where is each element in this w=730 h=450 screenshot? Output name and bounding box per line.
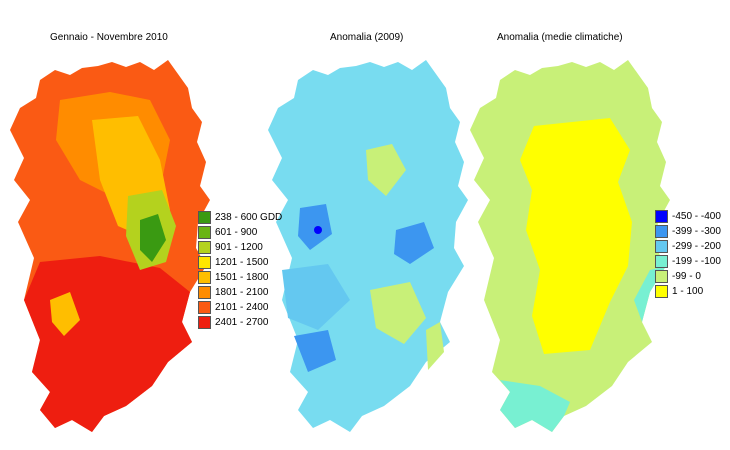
legend-gdd-label: 1501 - 1800 (215, 272, 269, 283)
legend-gdd-swatch (198, 211, 211, 224)
zone-anom2009-mid (282, 264, 350, 330)
legend-anomaly-item: 1 - 100 (655, 284, 721, 299)
legend-anomaly: -450 - -400 -399 - -300 -299 - -200 -199 - … (655, 209, 721, 299)
zone-anom2009-dark-1 (298, 204, 332, 250)
zone-anom2009-light-2 (370, 282, 426, 344)
legend-gdd-label: 238 - 600 GDD (215, 212, 283, 223)
legend-gdd-label: 2101 - 2400 (215, 302, 269, 313)
legend-anomaly-swatch (655, 270, 668, 283)
legend-gdd-item: 901 - 1200 (198, 240, 282, 255)
legend-gdd-swatch (198, 271, 211, 284)
map-title-anomaly-2009: Anomalia (2009) (330, 32, 404, 43)
island-anom2009-base (268, 60, 468, 432)
legend-gdd-item: 1501 - 1800 (198, 270, 282, 285)
legend-gdd-label: 1801 - 2100 (215, 287, 269, 298)
zone-gdd-peak (140, 214, 166, 262)
map-anomaly-climatic (470, 60, 670, 432)
legend-gdd-item: 2101 - 2400 (198, 300, 282, 315)
zone-anom2009-min (314, 226, 322, 234)
legend-anomaly-label: -399 - -300 (672, 226, 721, 237)
legend-gdd-label: 901 - 1200 (215, 242, 263, 253)
legend-anomaly-item: -399 - -300 (655, 224, 721, 239)
zone-anom2009-dark-2 (394, 222, 434, 264)
legend-gdd-label: 601 - 900 (215, 227, 258, 238)
zone-anom2009-dark-3 (294, 330, 336, 372)
legend-anomaly-label: -299 - -200 (672, 241, 721, 252)
map-gdd-2010 (10, 60, 210, 432)
sardinia-maps (10, 60, 670, 432)
legend-anomaly-swatch (655, 210, 668, 223)
legend-gdd-label: 1201 - 1500 (215, 257, 269, 268)
legend-anomaly-swatch (655, 240, 668, 253)
zone-anomclim-edge-south (500, 380, 570, 432)
map-title-gdd-2010: Gennaio - Novembre 2010 (50, 32, 168, 43)
legend-anomaly-item: -199 - -100 (655, 254, 721, 269)
legend-gdd-swatch (198, 316, 211, 329)
zone-gdd-south (24, 256, 192, 432)
legend-anomaly-label: -199 - -100 (672, 256, 721, 267)
legend-anomaly-item: -450 - -400 (655, 209, 721, 224)
legend-gdd-swatch (198, 226, 211, 239)
legend-gdd-label: 2401 - 2700 (215, 317, 269, 328)
legend-gdd-swatch (198, 286, 211, 299)
legend-anomaly-item: -299 - -200 (655, 239, 721, 254)
legend-anomaly-label: -450 - -400 (672, 211, 721, 222)
zone-anomclim-edge-east (634, 266, 666, 322)
legend-anomaly-label: -99 - 0 (672, 271, 701, 282)
legend-gdd-item: 1201 - 1500 (198, 255, 282, 270)
legend-anomaly-swatch (655, 285, 668, 298)
legend-anomaly-item: -99 - 0 (655, 269, 721, 284)
legend-gdd-item: 1801 - 2100 (198, 285, 282, 300)
legend-gdd-item: 601 - 900 (198, 225, 282, 240)
zone-anomclim-core (520, 118, 632, 354)
map-anomaly-2009 (268, 60, 468, 432)
zone-anom2009-light-3 (426, 322, 444, 370)
legend-gdd-swatch (198, 241, 211, 254)
zone-anom2009-light-1 (366, 144, 406, 196)
legend-gdd: 238 - 600 GDD 601 - 900 901 - 1200 1201 - 1… (198, 210, 282, 330)
legend-gdd-item: 238 - 600 GDD (198, 210, 282, 225)
legend-gdd-item: 2401 - 2700 (198, 315, 282, 330)
legend-anomaly-swatch (655, 225, 668, 238)
legend-gdd-swatch (198, 301, 211, 314)
legend-anomaly-swatch (655, 255, 668, 268)
legend-gdd-swatch (198, 256, 211, 269)
legend-anomaly-label: 1 - 100 (672, 286, 704, 297)
zone-gdd-south-high (50, 292, 80, 336)
map-title-anomaly-climatic: Anomalia (medie climatiche) (497, 32, 623, 43)
